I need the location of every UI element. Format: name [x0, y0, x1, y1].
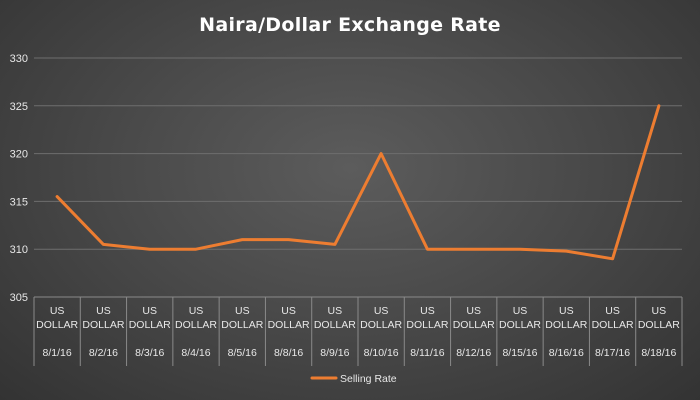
series-line-selling-rate [55, 104, 661, 261]
x-date-label: 8/18/16 [641, 347, 676, 359]
y-tick-label: 320 [10, 149, 28, 161]
x-group-label: US DOLLAR [268, 305, 310, 331]
y-tick-label: 315 [10, 196, 28, 208]
y-tick-label: 330 [10, 53, 28, 65]
x-group-label: US DOLLAR [545, 305, 587, 331]
legend-label-selling-rate: Selling Rate [340, 373, 397, 385]
x-date-label: 8/4/16 [181, 347, 210, 359]
x-group-label: US DOLLAR [638, 305, 680, 331]
x-date-label: 8/8/16 [274, 347, 303, 359]
x-group-label: US DOLLAR [36, 305, 78, 331]
legend: Selling Rate [310, 373, 397, 385]
gridlines [34, 57, 682, 250]
x-date-label: 8/11/16 [410, 347, 444, 359]
x-date-label: 8/5/16 [228, 347, 257, 359]
x-date-label: 8/16/16 [549, 347, 584, 359]
x-group-label: US DOLLAR [221, 305, 263, 331]
x-date-label: 8/10/16 [364, 347, 399, 359]
y-tick-label: 310 [10, 244, 28, 256]
x-group-label: US DOLLAR [406, 305, 448, 331]
y-tick-label: 305 [10, 292, 28, 304]
x-date-label: 8/15/16 [502, 347, 537, 359]
x-group-label: US DOLLAR [592, 305, 634, 331]
x-date-label: 8/1/16 [43, 347, 72, 359]
x-date-label: 8/3/16 [135, 347, 164, 359]
x-group-label: US DOLLAR [129, 305, 171, 331]
x-date-label: 8/9/16 [320, 347, 349, 359]
x-group-label: US DOLLAR [82, 305, 124, 331]
x-date-label: 8/2/16 [89, 347, 118, 359]
x-date-label: 8/17/16 [595, 347, 630, 359]
axes: 305 310 315 320 325 330 US DOLLAR 8/1/16 US DOLLAR… [10, 53, 683, 366]
x-date-label: 8/12/16 [456, 347, 491, 359]
x-group-label: US DOLLAR [360, 305, 402, 331]
x-group-label: US DOLLAR [314, 305, 356, 331]
x-group-label: US DOLLAR [175, 305, 217, 331]
series-layer [55, 104, 661, 261]
x-group-label: US DOLLAR [453, 305, 495, 331]
y-tick-label: 325 [10, 101, 28, 113]
x-group-label: US DOLLAR [499, 305, 541, 331]
chart-title: Naira/Dollar Exchange Rate [199, 14, 501, 36]
